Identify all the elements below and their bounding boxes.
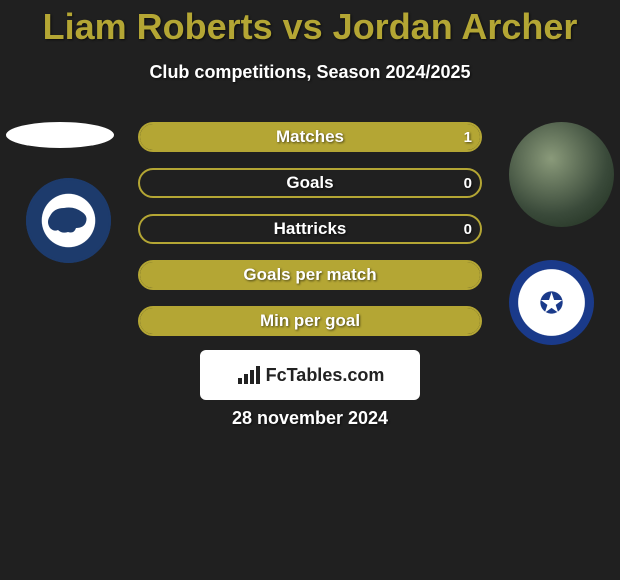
chart-icon xyxy=(236,364,262,386)
bar-hattricks: Hattricks 0 xyxy=(138,214,482,244)
left-club-badge xyxy=(26,178,111,263)
bar-label: Hattricks xyxy=(274,219,347,239)
page-title: Liam Roberts vs Jordan Archer xyxy=(0,0,620,48)
bar-right-value: 0 xyxy=(464,221,472,238)
left-player-avatar xyxy=(6,122,114,148)
watermark-text: FcTables.com xyxy=(266,365,385,386)
bar-label: Matches xyxy=(276,127,344,147)
watermark: FcTables.com xyxy=(200,350,420,400)
bar-right-value: 1 xyxy=(464,129,472,146)
bar-matches: Matches 1 xyxy=(138,122,482,152)
bar-label: Min per goal xyxy=(260,311,360,331)
bar-label: Goals per match xyxy=(243,265,376,285)
subtitle: Club competitions, Season 2024/2025 xyxy=(0,62,620,83)
bar-goals-per-match: Goals per match xyxy=(138,260,482,290)
comparison-bars: Matches 1 Goals 0 Hattricks 0 Goals per … xyxy=(138,122,482,352)
right-club-badge: ★ xyxy=(509,260,594,345)
date: 28 november 2024 xyxy=(0,408,620,429)
lion-icon xyxy=(44,200,92,236)
bar-label: Goals xyxy=(286,173,333,193)
bar-right-value: 0 xyxy=(464,175,472,192)
bar-goals: Goals 0 xyxy=(138,168,482,198)
star-icon: ★ xyxy=(539,286,564,319)
right-player-avatar xyxy=(509,122,614,227)
bar-min-per-goal: Min per goal xyxy=(138,306,482,336)
